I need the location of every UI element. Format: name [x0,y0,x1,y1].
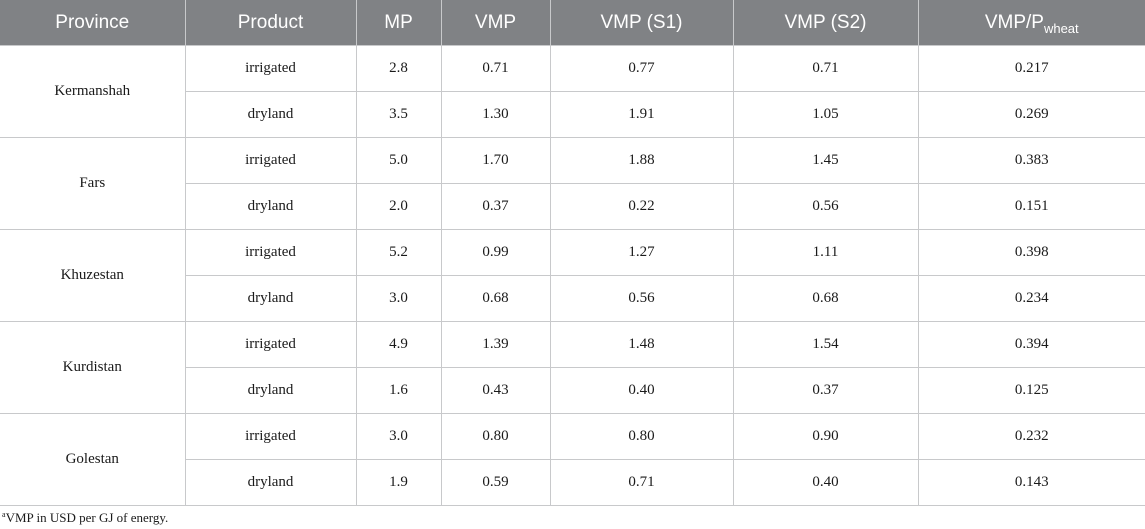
mp-cell: 1.9 [355,459,442,506]
ratio-cell: 0.394 [917,321,1145,368]
vmp-cell: 0.43 [440,367,551,414]
vmp-cell: 1.30 [440,91,551,138]
vmp-s2-cell: 0.37 [732,367,919,414]
mp-cell: 3.0 [355,275,442,322]
ratio-cell: 0.143 [917,459,1145,506]
header-ratio-main: VMP/P [984,11,1044,33]
province-cell: Fars [0,137,186,230]
product-cell: irrigated [184,321,357,368]
vmp-cell: 0.37 [440,183,551,230]
footnote-text: VMP in USD per GJ of energy. [5,510,169,525]
vmp-s2-cell: 1.45 [732,137,919,184]
vmp-s1-cell: 0.22 [549,183,734,230]
mp-cell: 1.6 [355,367,442,414]
product-cell: dryland [185,183,357,230]
vmp-s2-cell: 1.05 [732,91,919,138]
vmp-s1-cell: 0.40 [549,367,734,414]
vmp-s2-cell: 1.54 [732,321,919,368]
vmp-cell: 0.59 [440,459,551,506]
table-row: Kurdistan irrigated 4.9 1.39 1.48 1.54 0… [0,321,1145,414]
header-province: Province [0,0,186,46]
product-cell: irrigated [184,137,357,184]
province-cell: Golestan [0,413,186,506]
province-cell: Kermanshah [0,45,186,138]
product-cell: irrigated [184,413,357,460]
table-row: Fars irrigated 5.0 1.70 1.88 1.45 0.383 [0,137,1145,230]
vmp-s2-cell: 0.56 [732,183,919,230]
vmp-s1-cell: 1.48 [549,321,734,368]
header-vmp: VMP [441,0,551,46]
product-cell: dryland [185,275,357,322]
mp-cell: 2.8 [355,45,442,92]
header-row: Province Product MP VMP VMP (S1) VMP (S2… [0,0,1145,46]
vmp-s1-cell: 0.77 [549,45,734,92]
ratio-cell: 0.125 [917,367,1145,414]
vmp-cell: 1.39 [440,321,551,368]
header-mp: MP [356,0,442,46]
mp-cell: 4.9 [355,321,442,368]
vmp-s2-cell: 0.40 [732,459,919,506]
province-cell: Kurdistan [0,321,186,414]
table-row: dryland 1.6 0.43 0.40 0.37 0.125 [0,367,1145,414]
ratio-cell: 0.383 [917,137,1145,184]
header-vmp-s2: VMP (S2) [733,0,919,46]
ratio-cell: 0.398 [917,229,1145,276]
vmp-s1-cell: 0.56 [549,275,734,322]
mp-cell: 5.0 [355,137,442,184]
table-footnote: aVMP in USD per GJ of energy. [2,510,168,526]
vmp-s1-cell: 1.27 [549,229,734,276]
vmp-s1-cell: 0.80 [549,413,734,460]
vmp-s1-cell: 1.91 [549,91,734,138]
vmp-s2-cell: 1.11 [732,229,919,276]
vmp-cell: 0.68 [440,275,551,322]
mp-cell: 3.0 [355,413,442,460]
table-row: Golestan irrigated 3.0 0.80 0.80 0.90 0.… [0,413,1145,506]
ratio-cell: 0.269 [917,91,1145,138]
product-cell: dryland [185,91,357,138]
footnote-marker: a [2,510,6,519]
ratio-cell: 0.234 [917,275,1145,322]
product-cell: dryland [185,459,357,506]
mp-cell: 2.0 [355,183,442,230]
table-row: dryland 3.0 0.68 0.56 0.68 0.234 [0,275,1145,322]
ratio-cell: 0.217 [917,45,1145,92]
header-ratio-subscript: wheat [1043,20,1079,36]
vmp-s2-cell: 0.71 [732,45,919,92]
vmp-cell: 1.70 [440,137,551,184]
vmp-s1-cell: 0.71 [549,459,734,506]
ratio-cell: 0.151 [917,183,1145,230]
data-table: Province Product MP VMP VMP (S1) VMP (S2… [0,0,1145,506]
mp-cell: 3.5 [355,91,442,138]
table-row: dryland 1.9 0.59 0.71 0.40 0.143 [0,459,1145,506]
vmp-cell: 0.99 [440,229,551,276]
province-cell: Khuzestan [0,229,186,322]
vmp-s2-cell: 0.68 [732,275,919,322]
table-row: dryland 2.0 0.37 0.22 0.56 0.151 [0,183,1145,230]
mp-cell: 5.2 [355,229,442,276]
product-cell: irrigated [184,45,357,92]
header-vmp-per-price-wheat: VMP/Pwheat [918,0,1145,46]
vmp-s2-cell: 0.90 [732,413,919,460]
product-cell: dryland [185,367,357,414]
table-row: Kermanshah irrigated 2.8 0.71 0.77 0.71 … [0,45,1145,138]
ratio-cell: 0.232 [917,413,1145,460]
table-row: Khuzestan irrigated 5.2 0.99 1.27 1.11 0… [0,229,1145,322]
header-product: Product [185,0,357,46]
product-cell: irrigated [184,229,357,276]
vmp-cell: 0.71 [440,45,551,92]
header-vmp-s1: VMP (S1) [550,0,734,46]
vmp-s1-cell: 1.88 [549,137,734,184]
vmp-cell: 0.80 [440,413,551,460]
